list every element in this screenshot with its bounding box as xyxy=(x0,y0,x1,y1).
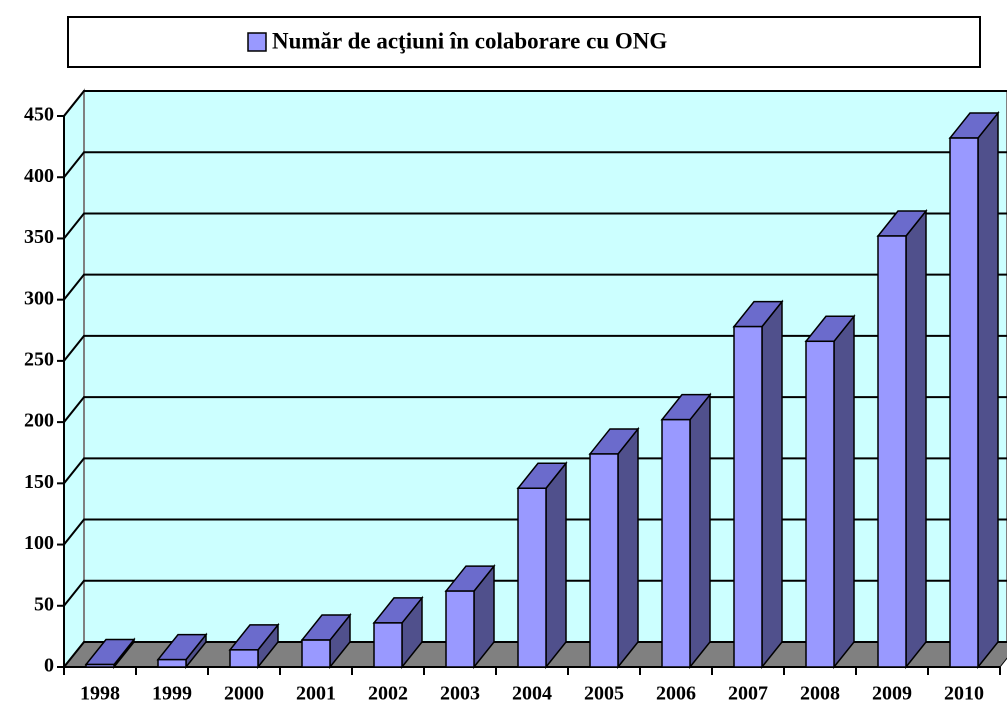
bar-side xyxy=(545,461,567,670)
bar-front xyxy=(877,235,907,668)
bar xyxy=(732,299,784,670)
bar-side xyxy=(977,110,999,670)
bar xyxy=(84,637,136,670)
x-tick-label: 2009 xyxy=(872,683,912,705)
y-tick-label: 150 xyxy=(24,471,54,493)
bar xyxy=(444,563,496,670)
bar-front xyxy=(589,453,619,668)
bar xyxy=(948,110,1000,670)
x-tick-label: 2008 xyxy=(800,683,840,705)
grid-line xyxy=(63,334,1007,362)
bar-side xyxy=(617,426,639,670)
x-tick-label: 2003 xyxy=(440,683,480,705)
x-tick-label: 2004 xyxy=(512,683,552,705)
bar xyxy=(300,612,352,670)
bar-front xyxy=(517,487,547,668)
bar-front xyxy=(949,137,979,668)
y-tick-label: 50 xyxy=(34,593,54,615)
x-tick-label: 2005 xyxy=(584,683,624,705)
bar-front xyxy=(229,649,259,668)
bar-front xyxy=(805,340,835,668)
y-tick-label: 350 xyxy=(24,226,54,248)
x-tick-label: 2007 xyxy=(728,683,768,705)
side-wall xyxy=(63,88,85,670)
bar-side xyxy=(833,314,855,670)
y-tick-label: 250 xyxy=(24,348,54,370)
bar xyxy=(372,595,424,670)
bar-side xyxy=(905,208,927,670)
bar xyxy=(660,392,712,670)
bar-front xyxy=(733,325,763,668)
y-tick-label: 300 xyxy=(24,287,54,309)
y-tick-label: 0 xyxy=(44,655,54,677)
bar-front xyxy=(301,639,331,668)
bar xyxy=(804,314,856,670)
bar xyxy=(228,622,280,670)
x-tick-label: 2010 xyxy=(944,683,984,705)
y-tick-label: 450 xyxy=(24,104,54,126)
grid-line xyxy=(63,90,1007,117)
bar xyxy=(156,632,208,670)
bar-front xyxy=(157,658,187,668)
bar-front xyxy=(445,590,475,668)
x-tick-label: 2001 xyxy=(296,683,336,705)
legend-swatch xyxy=(247,32,267,52)
bar-front xyxy=(85,663,115,668)
grid-line xyxy=(63,151,1007,178)
legend-box xyxy=(67,16,981,68)
grid-line xyxy=(63,273,1007,301)
y-tick-label: 200 xyxy=(24,410,54,432)
bar xyxy=(516,461,568,670)
x-tick-label: 1998 xyxy=(80,683,120,705)
x-tick-label: 1999 xyxy=(152,683,192,705)
bar-side xyxy=(689,392,711,670)
bar xyxy=(876,208,928,670)
legend-label: Număr de acţiuni în colaborare cu ONG xyxy=(272,28,667,53)
x-tick-label: 2000 xyxy=(224,683,264,705)
x-tick-label: 2006 xyxy=(656,683,696,705)
y-tick-label: 100 xyxy=(24,532,54,554)
y-tick-label: 400 xyxy=(24,165,54,187)
bar xyxy=(588,426,640,670)
grid-line xyxy=(63,212,1007,240)
bar-front xyxy=(661,418,691,668)
x-tick-label: 2002 xyxy=(368,683,408,705)
bar-front xyxy=(373,622,403,668)
bar-side xyxy=(761,299,783,670)
